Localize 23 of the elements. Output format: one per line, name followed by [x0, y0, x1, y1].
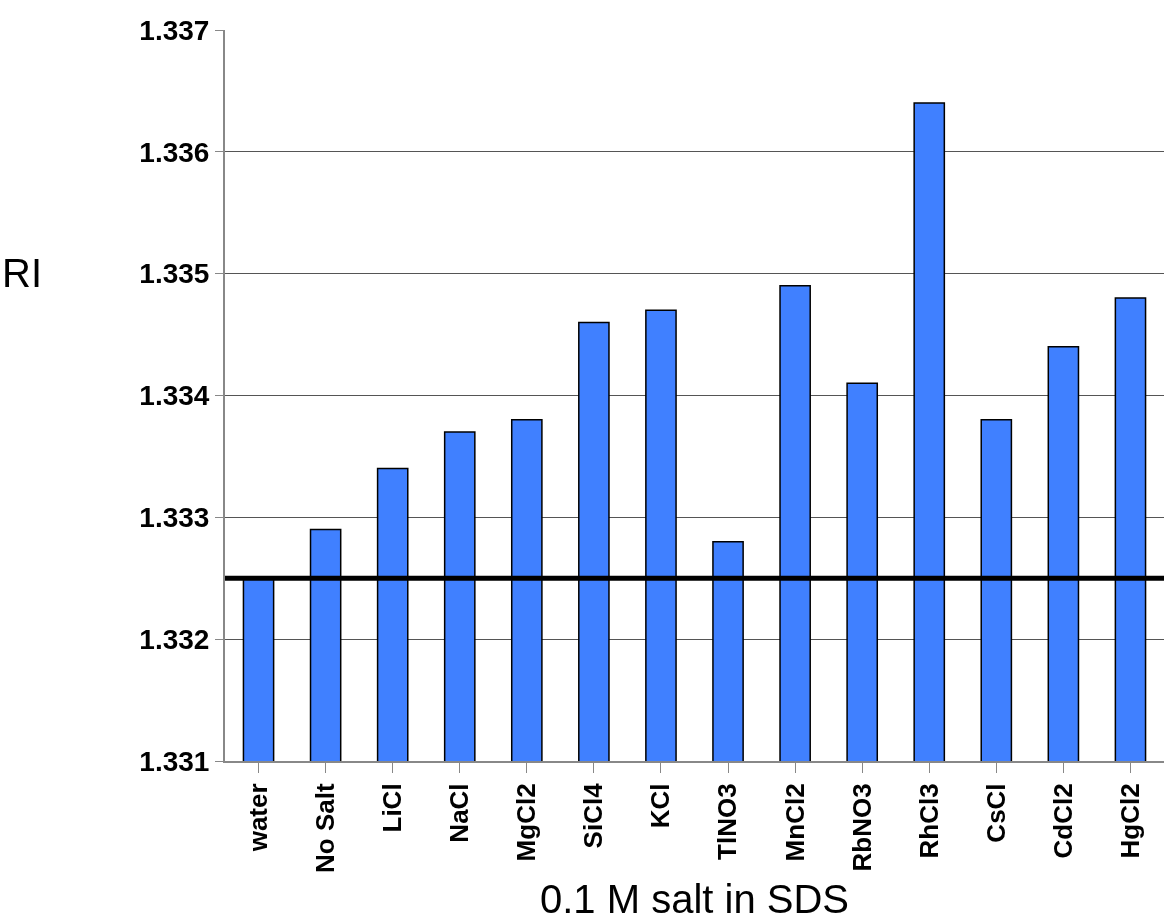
x-tick-label: MnCl2	[779, 783, 810, 862]
y-tick-label: 1.335	[139, 258, 210, 290]
x-tick-label: No Salt	[310, 783, 341, 873]
y-tick-label: 1.333	[139, 502, 210, 534]
x-tick-label: RhCl3	[913, 783, 944, 859]
x-tick-label: water	[242, 783, 273, 853]
y-tick-label: 1.332	[139, 623, 210, 655]
x-tick-label: KCl	[645, 783, 676, 829]
x-tick-label: NaCl	[444, 783, 475, 843]
x-tick-label: CsCl	[980, 783, 1011, 843]
x-tick-label: TlNO3	[712, 783, 743, 860]
y-tick-label: 1.334	[139, 380, 210, 412]
x-tick-label: CdCl2	[1047, 783, 1078, 859]
x-tick-label: LiCl	[377, 783, 408, 833]
y-axis-title: RI	[2, 251, 42, 295]
x-tick-label: SiCl4	[578, 782, 609, 849]
y-tick-label: 1.337	[139, 14, 210, 46]
x-tick-label: HgCl2	[1114, 783, 1145, 859]
x-tick-label: RbNO3	[846, 783, 877, 872]
x-tick-label: MgCl2	[511, 783, 542, 862]
x-axis-title: 0.1 M salt in SDS	[539, 877, 850, 921]
y-tick-label: 1.336	[139, 136, 210, 168]
y-tick-label: 1.331	[139, 745, 210, 777]
